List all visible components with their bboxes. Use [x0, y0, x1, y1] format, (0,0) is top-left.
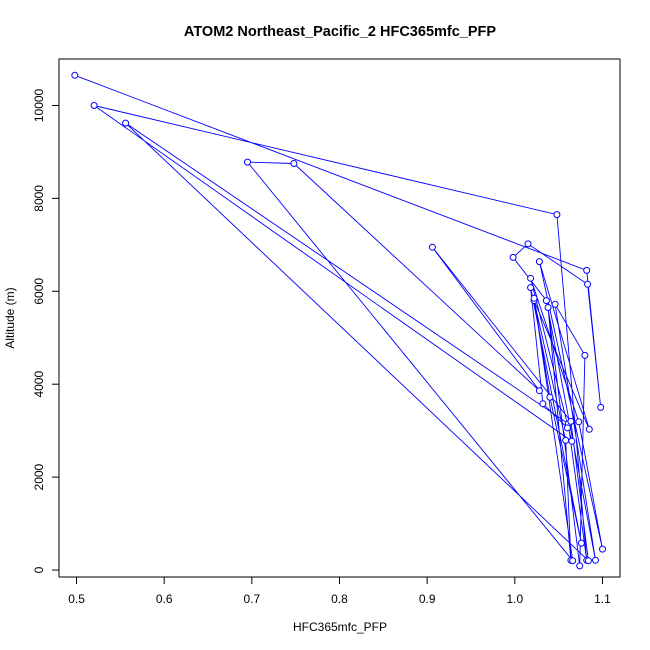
data-point: [90, 102, 98, 109]
data-point: [527, 284, 535, 292]
data-point: [562, 436, 570, 444]
x-tick-label: 1.0: [506, 592, 523, 606]
x-tick-label: 0.6: [156, 592, 173, 606]
x-axis-label: HFC365mfc_PFP: [293, 620, 387, 634]
y-tick-label: 4000: [32, 371, 46, 398]
data-point: [577, 539, 585, 547]
x-tick-label: 0.8: [331, 592, 348, 606]
y-tick-label: 10000: [32, 88, 46, 122]
y-tick-label: 8000: [32, 185, 46, 212]
x-tick-label: 0.5: [68, 592, 85, 606]
series-layer: [71, 71, 606, 570]
data-point: [542, 297, 550, 305]
data-point: [535, 387, 543, 395]
data-point: [290, 160, 298, 167]
data-point: [535, 258, 543, 266]
data-point: [584, 280, 592, 288]
data-point: [585, 425, 593, 433]
y-tick-label: 2000: [32, 463, 46, 490]
data-point: [575, 418, 583, 426]
chart-title: ATOM2 Northeast_Pacific_2 HFC365mfc_PFP: [184, 24, 496, 40]
data-point: [539, 400, 547, 408]
data-point: [530, 294, 538, 302]
data-point: [122, 119, 130, 127]
x-tick-label: 0.9: [419, 592, 436, 606]
data-point: [584, 557, 592, 565]
data-point: [244, 158, 251, 166]
data-point: [592, 556, 599, 564]
data-point: [599, 545, 606, 553]
data-point: [576, 562, 584, 570]
data-point: [581, 351, 589, 359]
data-point: [568, 437, 576, 445]
data-point: [567, 417, 575, 425]
data-point: [569, 557, 577, 565]
x-tick-label: 0.7: [244, 592, 261, 606]
data-point: [524, 240, 532, 248]
x-tick-label: 1.1: [594, 592, 611, 606]
y-axis-label: Altitude (m): [3, 287, 17, 348]
data-point: [551, 300, 559, 308]
data-point: [597, 403, 605, 411]
data-point: [527, 274, 535, 282]
data-point: [563, 424, 571, 432]
data-point: [509, 253, 517, 261]
y-tick-label: 6000: [32, 278, 46, 305]
data-point: [544, 304, 552, 311]
data-point: [553, 211, 561, 219]
data-point: [546, 393, 554, 401]
y-tick-label: 0: [32, 566, 46, 573]
x-axis: 0.5 0.6 0.7 0.8 0.9 1.0 1.1: [68, 576, 611, 606]
data-point: [71, 71, 79, 79]
y-axis: 0 2000 4000 6000 8000 10000: [32, 88, 60, 573]
data-point: [428, 243, 436, 251]
data-point: [583, 266, 591, 274]
